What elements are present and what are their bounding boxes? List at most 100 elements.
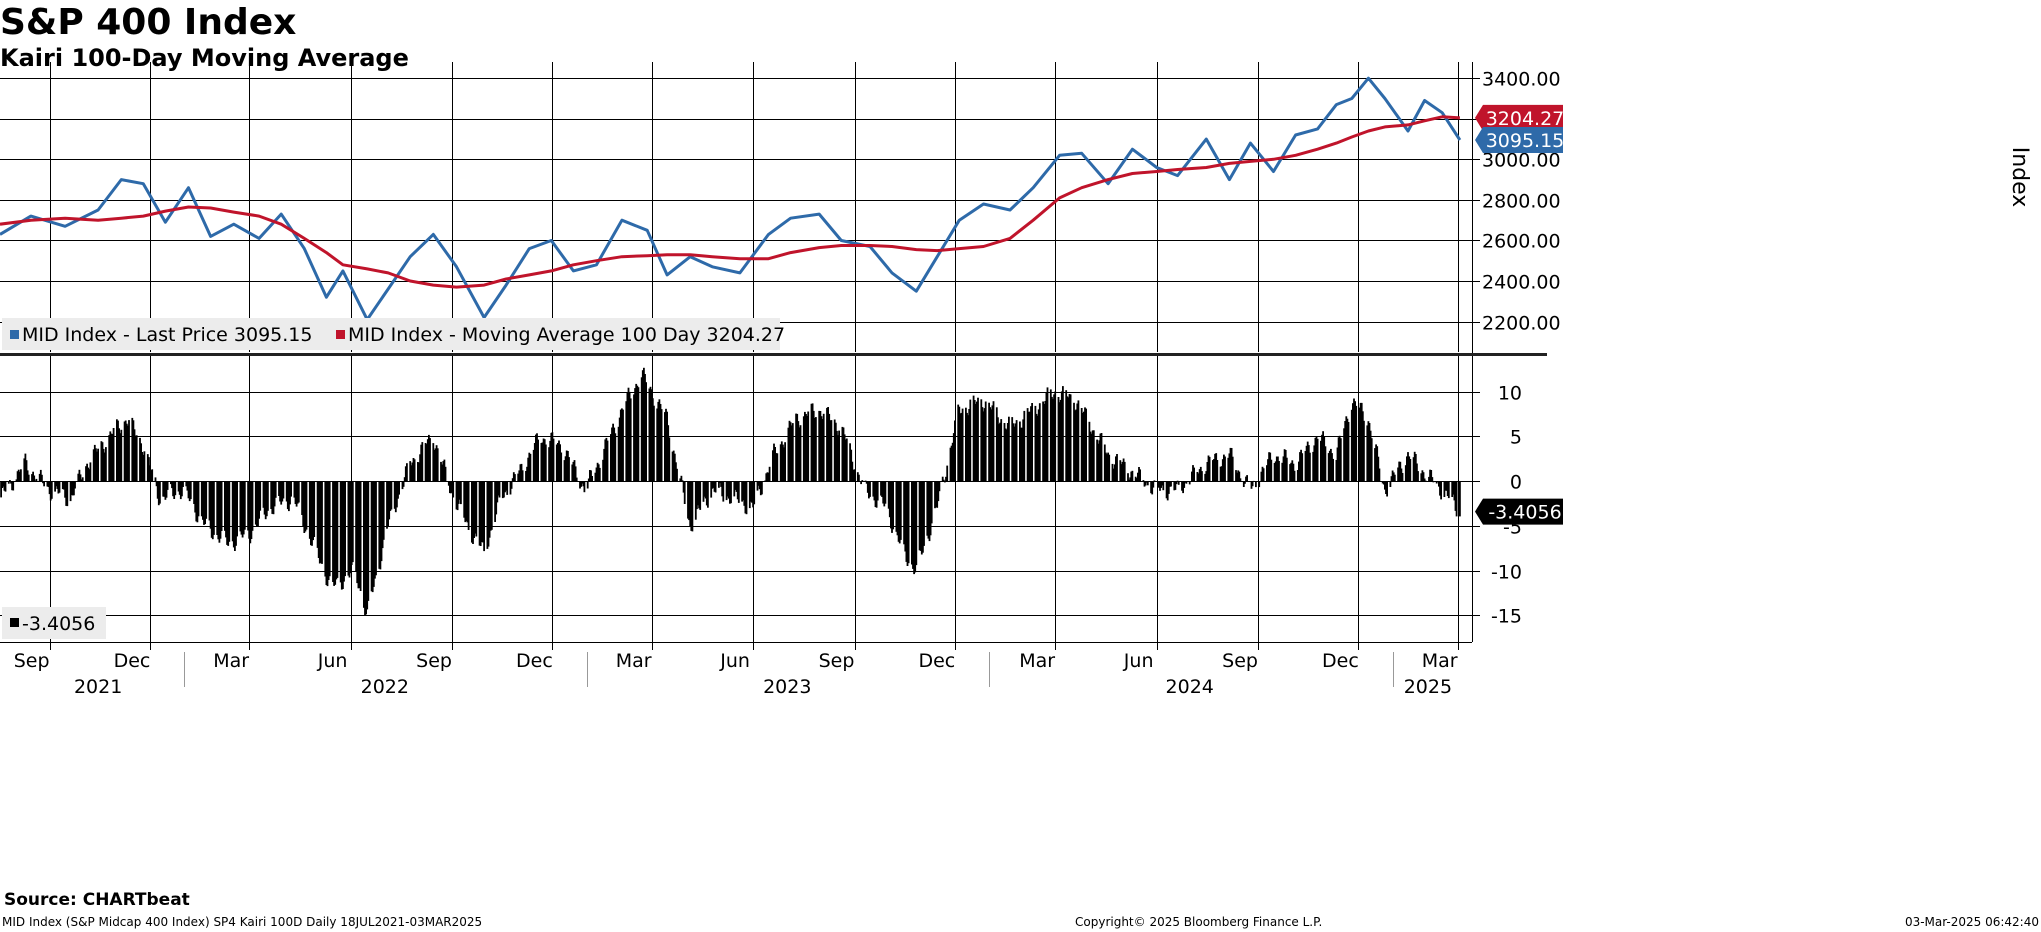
kairi-bar <box>374 481 376 579</box>
kairi-bar <box>308 481 311 539</box>
kairi-bar <box>1206 462 1209 482</box>
kairi-bar <box>326 481 329 587</box>
kairi-bar <box>841 426 844 482</box>
kairi-bar <box>680 475 683 482</box>
kairi-bar <box>435 445 438 482</box>
kairi-bar <box>187 481 190 499</box>
kairi-bar <box>579 481 581 489</box>
kairi-bar <box>351 481 354 563</box>
kairi-bar <box>1167 481 1170 494</box>
kairi-bar <box>73 481 75 496</box>
kairi-bar <box>1406 456 1408 482</box>
kairi-bar <box>1058 402 1061 482</box>
kairi-bar <box>324 481 327 577</box>
kairi-bar <box>1100 433 1103 482</box>
kairi-bar <box>1004 428 1007 482</box>
kairi-bar <box>321 481 323 564</box>
kairi-bar <box>1246 475 1248 482</box>
kairi-bar <box>163 481 166 497</box>
kairi-bar <box>869 481 871 497</box>
kairi-bar <box>757 481 760 486</box>
kairi-bar <box>1347 422 1350 482</box>
kairi-bar <box>1436 481 1439 482</box>
kairi-bar <box>1339 438 1342 482</box>
kairi-bar <box>827 407 829 482</box>
kairi-bar <box>1150 481 1152 494</box>
kairi-bar <box>174 481 177 496</box>
kairi-bar <box>1420 473 1423 482</box>
kairi-bar <box>1008 416 1010 482</box>
kairi-bar <box>1423 478 1426 482</box>
kairi-bar <box>587 478 590 482</box>
kairi-bar <box>563 460 566 482</box>
kairi-bar <box>140 443 142 482</box>
kairi-bar <box>88 469 91 482</box>
last-price-line <box>0 76 1462 322</box>
kairi-bar <box>813 417 816 482</box>
kairi-bar <box>751 481 753 503</box>
kairi-bar <box>348 481 351 578</box>
x-tick-label: Dec <box>918 650 955 672</box>
kairi-bar <box>1335 460 1338 482</box>
kairi-bar <box>270 481 273 509</box>
kairi-bar <box>795 413 797 482</box>
kairi-bar <box>289 481 291 505</box>
kairi-bar <box>498 481 501 498</box>
kairi-bar <box>1421 470 1424 482</box>
kairi-bar <box>529 453 532 482</box>
year-label: 2021 <box>74 676 122 698</box>
y-tick-label: 2600.00 <box>1482 231 1561 253</box>
kairi-bar <box>57 481 60 494</box>
kairi-bar <box>208 481 211 521</box>
y-tick-label: -10 <box>1491 562 1522 584</box>
kairi-bar <box>1185 481 1188 484</box>
kairi-bar <box>582 481 585 487</box>
kairi-bar <box>681 480 684 482</box>
kairi-bar <box>133 429 136 482</box>
kairi-bar <box>926 481 929 536</box>
kairi-bar <box>366 481 369 610</box>
kairi-bar <box>436 448 439 482</box>
kairi-bar <box>334 481 337 585</box>
kairi-bar <box>882 481 885 504</box>
legend-kairi-label: -3.4056 <box>22 613 95 635</box>
kairi-bar <box>919 481 922 551</box>
kairi-bar <box>460 481 462 505</box>
kairi-bar <box>737 481 740 503</box>
kairi-bar <box>1328 450 1331 482</box>
kairi-bar <box>551 432 554 482</box>
kairi-bar <box>1003 423 1006 482</box>
kairi-bar <box>1135 478 1138 482</box>
kairi-bar <box>699 481 702 510</box>
kairi-bar <box>1192 465 1194 482</box>
kairi-bar <box>605 437 608 482</box>
kairi-bar <box>350 481 353 565</box>
x-tick-label: Sep <box>416 650 452 672</box>
kairi-bar <box>1374 448 1376 482</box>
y-tick-label: -15 <box>1491 606 1522 628</box>
kairi-bar <box>1390 476 1393 482</box>
kairi-bar <box>1332 458 1334 482</box>
kairi-bar <box>1323 436 1326 482</box>
kairi-bar <box>213 481 215 535</box>
kairi-bar <box>281 481 284 502</box>
kairi-bar <box>1424 480 1427 482</box>
kairi-bar <box>833 419 836 482</box>
kairi-bar <box>1255 481 1257 488</box>
kairi-bar <box>1270 459 1273 482</box>
kairi-bar <box>799 425 802 482</box>
kairi-bar <box>119 433 122 482</box>
kairi-bar <box>780 441 783 482</box>
kairi-bar <box>861 480 864 482</box>
kairi-bar <box>267 481 269 511</box>
kairi-bar <box>1099 433 1102 482</box>
kairi-bar <box>1275 456 1278 482</box>
kairi-bar <box>688 481 690 521</box>
kairi-bar <box>1446 481 1449 496</box>
kairi-bar <box>256 481 258 527</box>
kairi-bar <box>1152 481 1155 488</box>
kairi-bar <box>157 481 160 506</box>
kairi-bar <box>495 481 498 515</box>
kairi-bar <box>843 434 846 482</box>
kairi-bar <box>264 481 267 520</box>
